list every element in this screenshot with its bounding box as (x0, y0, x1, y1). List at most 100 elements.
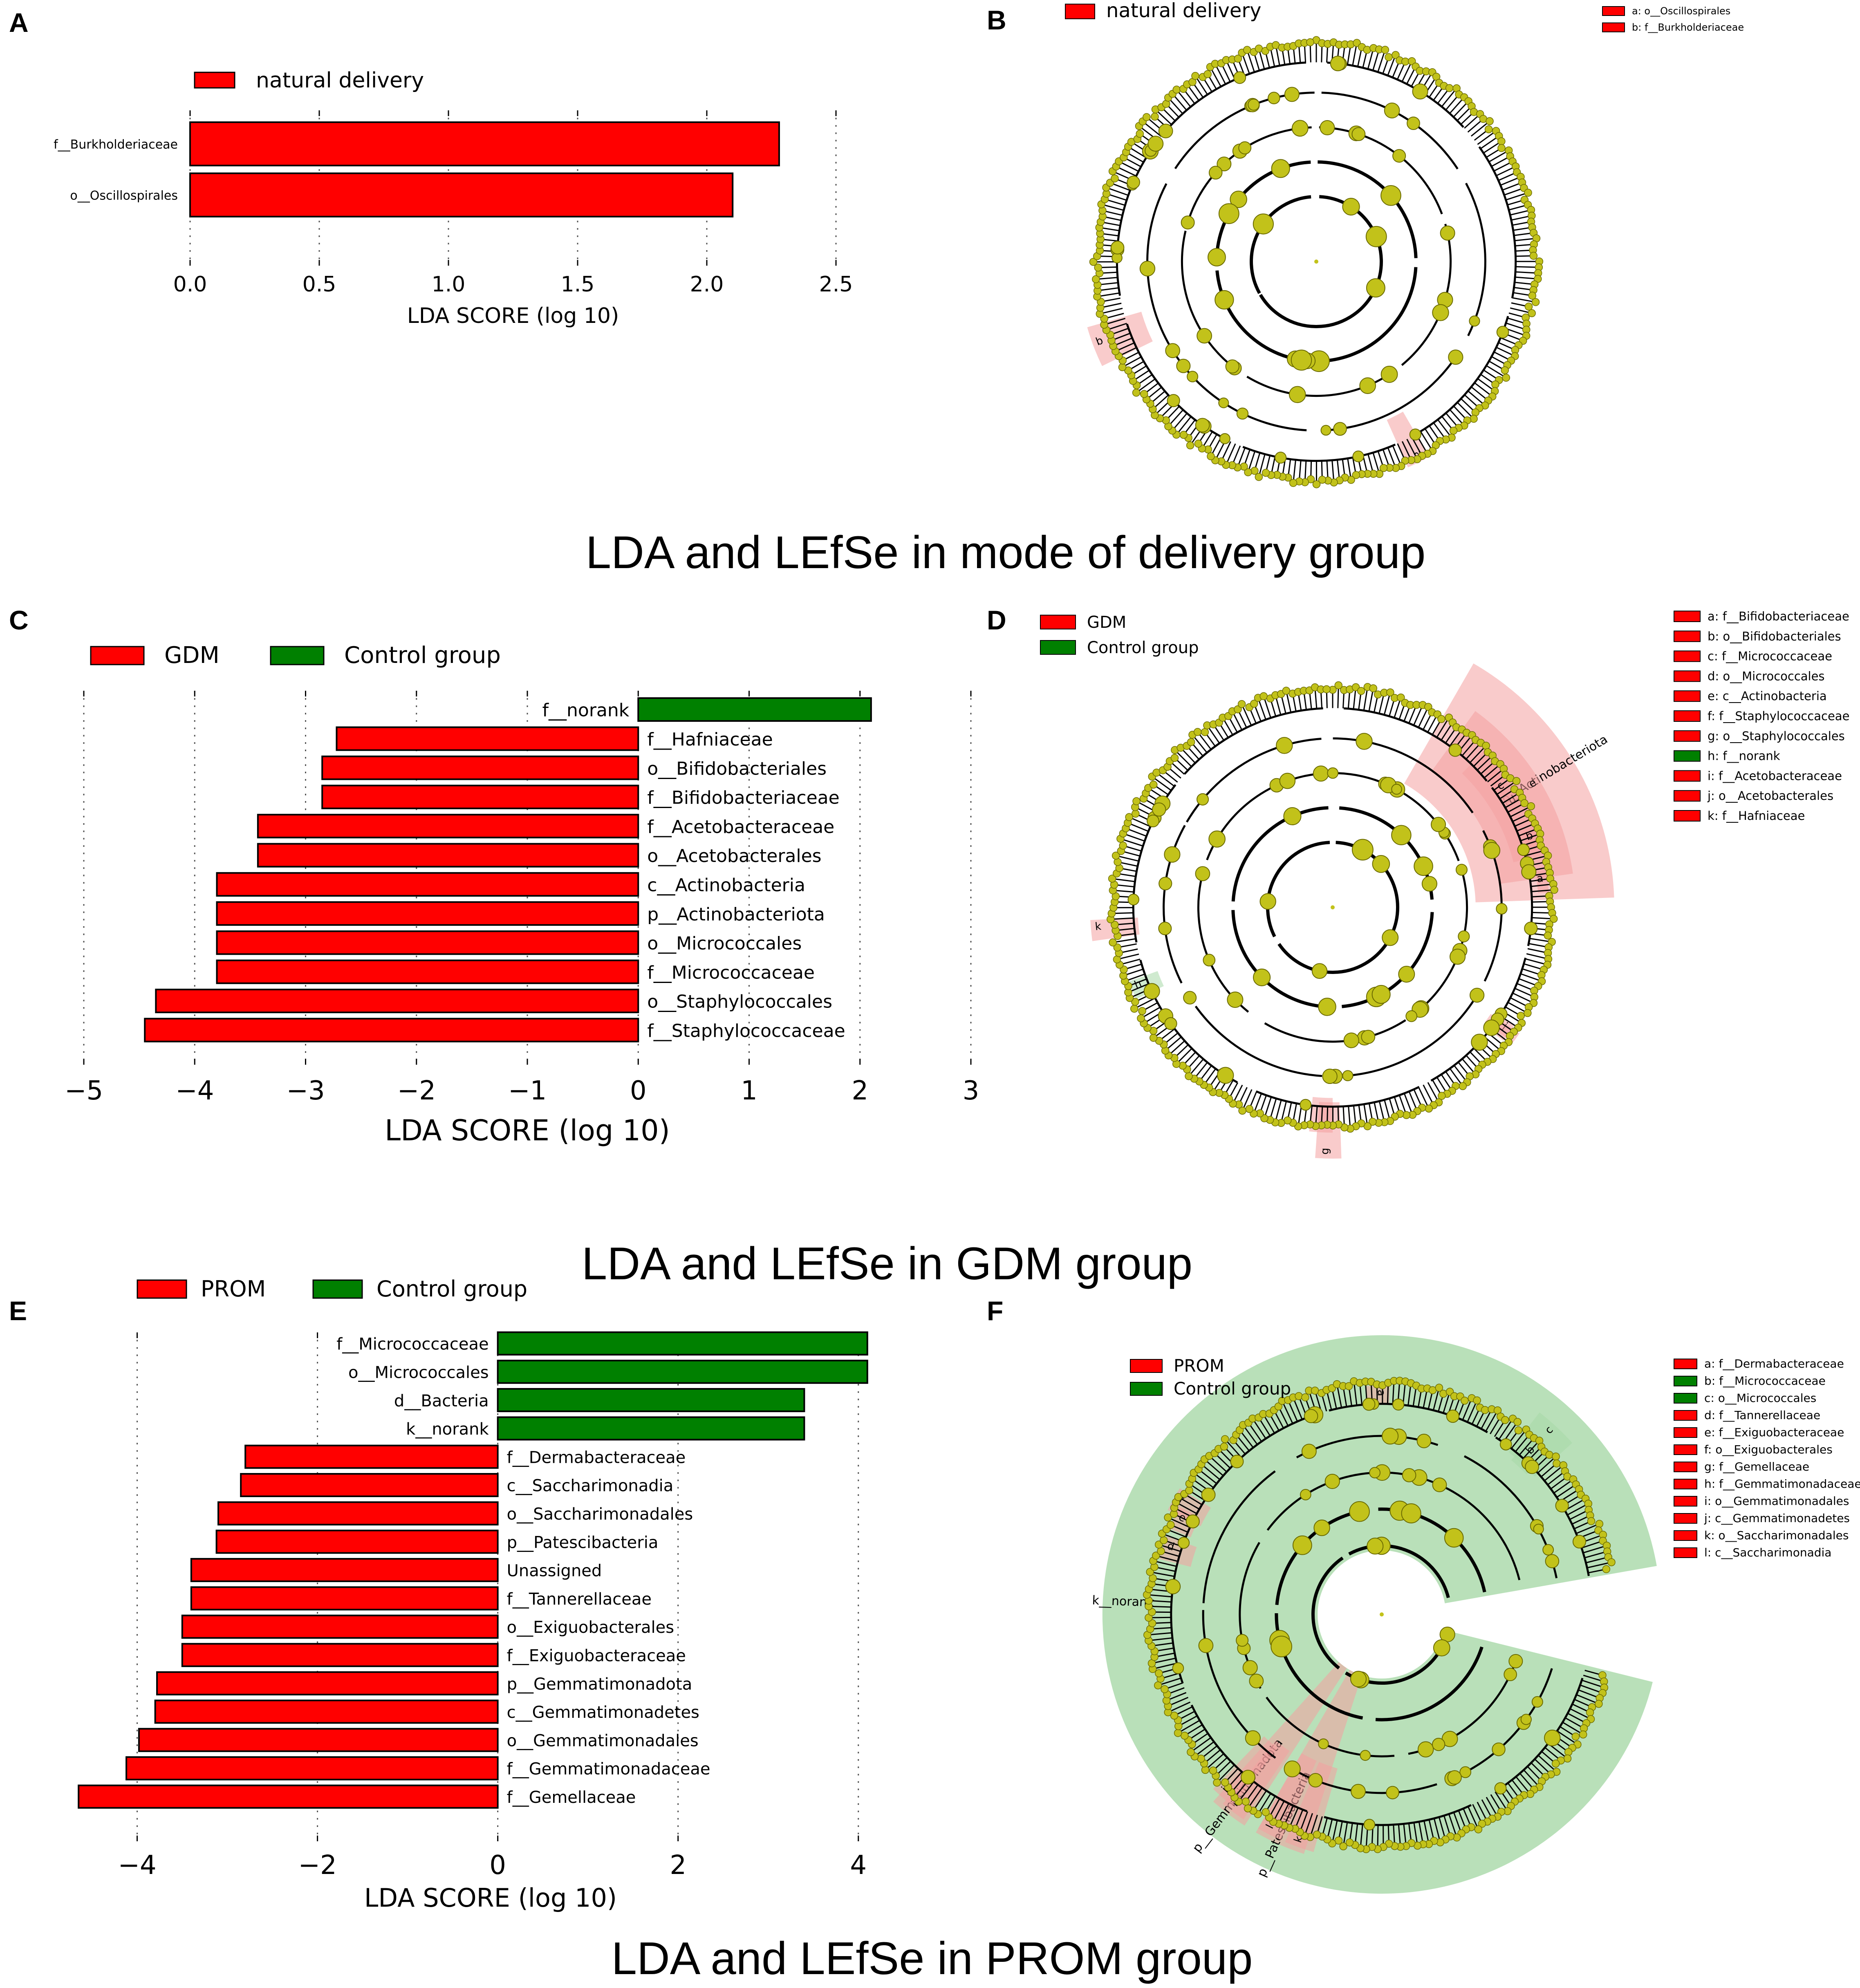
clade-node (1483, 1019, 1500, 1036)
clade-node (1550, 915, 1558, 923)
clade-node (1304, 1409, 1318, 1424)
key-label: g: f__Gemellaceae (1704, 1460, 1809, 1473)
clade-node (1571, 1732, 1580, 1741)
clade-node (1313, 1830, 1321, 1839)
clade-node (1407, 116, 1420, 130)
clade-node (1174, 1729, 1182, 1737)
clade-node (1380, 185, 1401, 206)
clade-node (1542, 1544, 1554, 1556)
bar-c (637, 697, 872, 722)
clade-node (1132, 388, 1141, 397)
clade-node (1322, 1068, 1338, 1084)
key-label: g: o__Staphylococcales (1708, 729, 1845, 743)
clade-node (1484, 125, 1493, 134)
clade-node (1213, 1778, 1221, 1787)
clade-branch (1177, 1719, 1200, 1734)
clade-node (1154, 1540, 1163, 1549)
clade-node (1525, 1460, 1539, 1474)
bar-e (244, 1444, 499, 1469)
bar-c (321, 784, 639, 809)
x-tick-label: 0.5 (303, 272, 336, 297)
bar-e (190, 1558, 499, 1582)
clade-branch (1281, 1400, 1293, 1424)
clade-node (1289, 386, 1306, 403)
x-tick-label: −3 (286, 1076, 325, 1106)
clade-node (1170, 754, 1179, 762)
clade-node (1146, 1568, 1154, 1576)
x-tick-label: −4 (175, 1076, 214, 1106)
clade-node (1089, 257, 1098, 266)
clade-branch (1152, 1657, 1176, 1664)
legend-label: natural delivery (256, 68, 424, 93)
clade-node (1311, 1386, 1319, 1395)
clade-node (1401, 1503, 1421, 1524)
bar-category-label: o__Saccharimonadales (507, 1505, 693, 1524)
clade-node (1492, 1742, 1506, 1756)
panel-label-f: F (987, 1296, 1003, 1326)
clade-node (1111, 174, 1119, 183)
clade-branch (1242, 1424, 1258, 1445)
clade-node (1201, 1766, 1210, 1774)
clade-node (1108, 874, 1116, 883)
clade-node (1478, 1820, 1486, 1828)
clade-node (1440, 225, 1455, 241)
clade-node (1527, 802, 1535, 810)
clade-node (1365, 226, 1387, 247)
bar-c (257, 814, 639, 839)
clade-node (1165, 1578, 1181, 1594)
legend-swatch (1130, 1359, 1163, 1373)
clade-node (1245, 1730, 1261, 1746)
clade-node (1360, 1750, 1371, 1761)
legend-swatch (312, 1279, 363, 1299)
clade-node (1392, 149, 1406, 163)
clade-arc (1181, 231, 1237, 371)
clade-branch (1153, 1560, 1177, 1567)
clade-node (1421, 876, 1437, 892)
clade-node (1545, 1451, 1553, 1459)
clade-node (1154, 1681, 1162, 1690)
clade-node (1284, 87, 1300, 102)
clade-node (1161, 1685, 1169, 1693)
clade-branch (1201, 1464, 1221, 1480)
clade-node (1147, 815, 1160, 828)
clade-branch (1537, 1456, 1557, 1474)
clade-node (1330, 56, 1346, 72)
key-swatch (1674, 1547, 1697, 1558)
clade-node (1572, 1535, 1587, 1549)
clade-node (1244, 468, 1252, 477)
clade-node (1195, 866, 1210, 881)
clade-node (1350, 1670, 1367, 1688)
clade-node (1322, 685, 1331, 694)
clade-branch (1168, 1701, 1191, 1713)
x-tick-label: 4 (850, 1850, 867, 1881)
key-swatch (1674, 630, 1701, 642)
clade-node (1172, 1662, 1184, 1674)
clade-arc (1320, 267, 1418, 363)
bar-e (215, 1529, 499, 1554)
clade-node (1412, 83, 1428, 100)
clade-branch (1433, 1818, 1441, 1843)
clade-node (1381, 46, 1389, 54)
bar-category-label: o__Micrococcales (647, 933, 802, 954)
clade-node (1218, 397, 1229, 408)
clade-node (1391, 825, 1412, 845)
clade-node (1217, 157, 1232, 172)
clade-node (1152, 1551, 1160, 1560)
clade-node (1187, 371, 1199, 383)
clade-arc (1344, 707, 1488, 782)
clade-node (1282, 687, 1291, 695)
clade-node (1449, 427, 1458, 435)
clade-node (1143, 983, 1160, 1000)
x-tick-label: 2.0 (690, 272, 724, 297)
key-swatch (1602, 6, 1625, 16)
clade-node (1185, 1514, 1200, 1529)
bar-chart-a: 0.0 0.5 1.0 1.5 2.0 2.5 LDA SCORE (log 10) natu… (54, 68, 853, 328)
clade-node (1291, 120, 1309, 137)
key-label: f: f__Staphylococcaceae (1708, 709, 1849, 723)
bar-c (321, 755, 639, 780)
clade-node (1334, 681, 1342, 690)
clade-node (1602, 1565, 1611, 1573)
x-tick-label: −5 (65, 1076, 103, 1106)
clade-node (1531, 1696, 1543, 1708)
clade-node (1471, 1034, 1488, 1051)
